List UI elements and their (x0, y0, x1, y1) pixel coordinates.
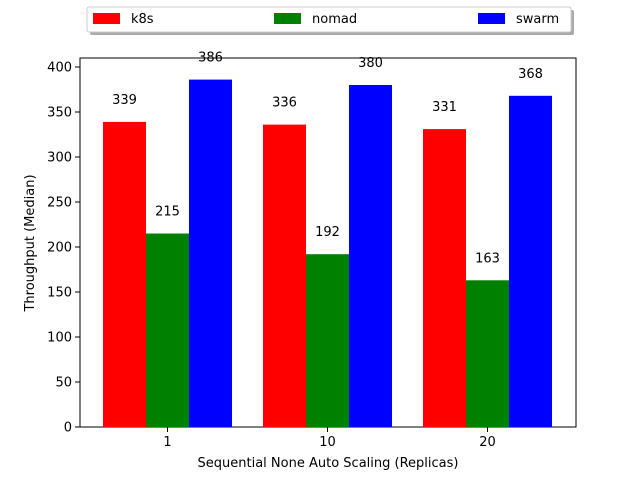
data-label-nomad-1: 215 (155, 205, 180, 220)
x-tick-label: 1 (163, 435, 171, 450)
bar-k8s-10 (263, 124, 306, 427)
data-label-k8s-1: 339 (112, 93, 137, 108)
y-tick-label: 350 (47, 106, 72, 121)
bar-nomad-1 (146, 233, 189, 427)
data-label-nomad-10: 192 (315, 225, 340, 240)
bar-swarm-1 (189, 79, 232, 427)
legend-swatch-nomad (274, 13, 301, 24)
data-label-nomad-20: 163 (475, 251, 500, 266)
bar-k8s-20 (423, 129, 466, 427)
y-tick-label: 0 (64, 421, 72, 436)
x-axis-label: Sequential None Auto Scaling (Replicas) (198, 456, 459, 471)
y-tick-label: 300 (47, 151, 72, 166)
y-tick-label: 200 (47, 241, 72, 256)
bar-nomad-20 (466, 280, 509, 427)
legend-label-k8s: k8s (131, 12, 154, 27)
data-label-swarm-1: 386 (198, 51, 223, 66)
legend-label-swarm: swarm (516, 12, 559, 27)
bar-nomad-10 (306, 254, 349, 427)
chart-legend: k8s nomad swarm (86, 6, 574, 35)
y-tick-label: 50 (55, 376, 72, 391)
y-tick-label: 400 (47, 61, 72, 76)
bar-swarm-20 (509, 95, 552, 428)
bar-k8s-1 (103, 121, 146, 428)
x-tick-label: 10 (319, 435, 336, 450)
y-axis-label: Throughput (Median) (23, 174, 38, 312)
bar-swarm-10 (349, 85, 392, 427)
legend-label-nomad: nomad (312, 12, 357, 27)
y-tick-label: 150 (47, 286, 72, 301)
data-label-k8s-20: 331 (432, 100, 457, 115)
y-tick-label: 250 (47, 196, 72, 211)
data-label-k8s-10: 336 (272, 96, 297, 111)
legend-swatch-k8s (93, 13, 120, 24)
data-label-swarm-20: 368 (518, 67, 543, 82)
x-tick-label: 20 (479, 435, 496, 450)
legend-swatch-swarm (478, 13, 505, 24)
y-tick-label: 100 (47, 331, 72, 346)
data-label-swarm-10: 380 (358, 56, 383, 71)
